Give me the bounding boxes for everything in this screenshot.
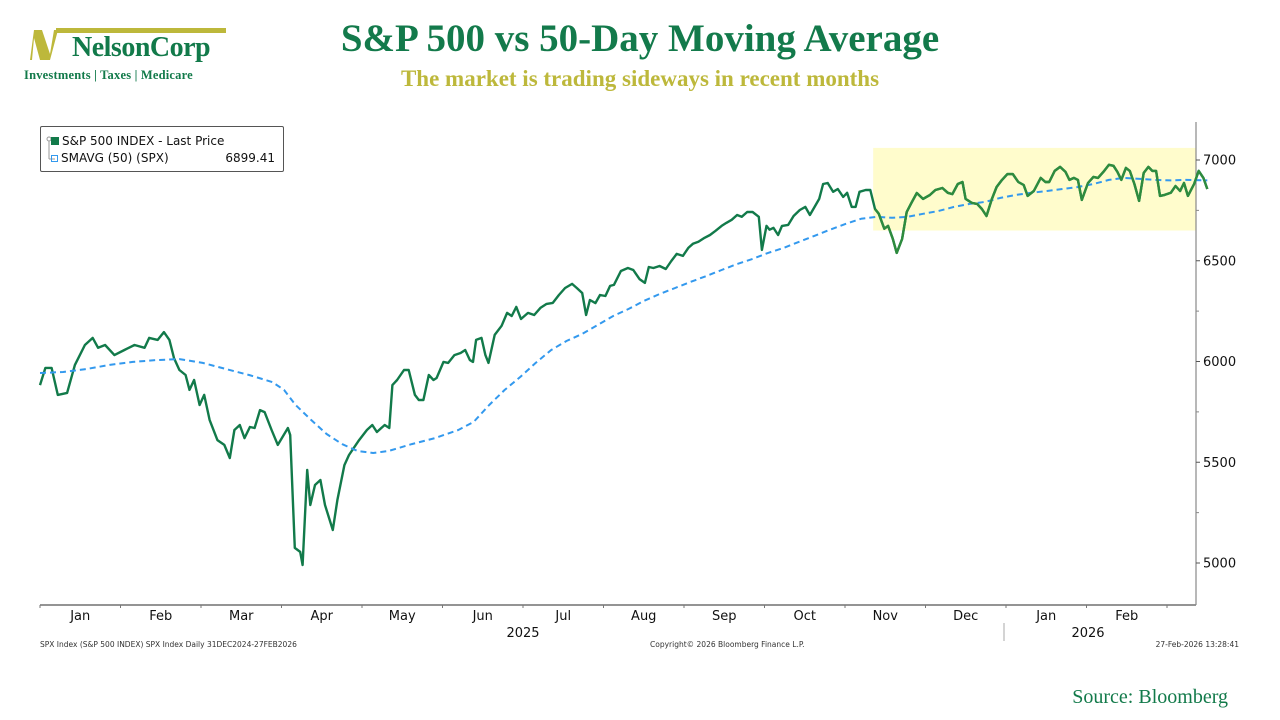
chart-legend: S&P 500 INDEX - Last Price SMAVG (50) (S… (40, 126, 284, 172)
x-tick-label: Jan (69, 609, 90, 624)
footer-timestamp: 27-Feb-2026 13:28:41 (1155, 640, 1239, 649)
footer-copyright: Copyright© 2026 Bloomberg Finance L.P. (650, 640, 805, 649)
x-tick-label: Jun (472, 609, 493, 624)
legend-item-spx: S&P 500 INDEX - Last Price (51, 134, 224, 148)
legend-swatch-smavg (51, 155, 58, 162)
x-tick-label: Aug (631, 609, 656, 624)
x-tick-label: Feb (149, 609, 172, 624)
y-tick-label: 7000 (1203, 154, 1236, 169)
x-tick-label: Oct (794, 609, 816, 624)
x-tick-label: Feb (1115, 609, 1138, 624)
x-tick-label: Dec (953, 609, 978, 624)
x-year-label: 2025 (506, 626, 539, 641)
logo-mark-icon (20, 28, 226, 60)
y-tick-label: 5000 (1203, 557, 1236, 572)
series-line-smavg (39, 176, 1208, 454)
chart-title: S&P 500 vs 50-Day Moving Average (340, 17, 940, 60)
series-layer (38, 163, 1209, 567)
legend-item-smavg: SMAVG (50) (SPX) (51, 151, 169, 165)
x-tick-label: Apr (311, 609, 334, 624)
x-tick-label: Sep (712, 609, 737, 624)
y-tick-label: 6500 (1203, 254, 1236, 269)
x-tick-label: May (389, 609, 416, 624)
nelsoncorp-logo: NelsonCorp Investments | Taxes | Medicar… (20, 26, 230, 84)
chart-title-wrap: S&P 500 vs 50-Day Moving Average (300, 16, 980, 61)
logo-tagline: Investments | Taxes | Medicare (24, 68, 193, 82)
y-tick-label: 6000 (1203, 355, 1236, 370)
source-label: Source: Bloomberg (1072, 686, 1228, 708)
x-tick-label: Nov (873, 609, 899, 624)
x-tick-label: Jan (1035, 609, 1056, 624)
series-line-spx-highlighted (874, 163, 1209, 255)
logo-name: NelsonCorp (72, 32, 211, 63)
x-tick-label: Jul (554, 609, 571, 624)
legend-swatch-spx (51, 137, 59, 145)
x-year-label: 2026 (1071, 626, 1104, 641)
footer-series-info: SPX Index (S&P 500 INDEX) SPX Index Dail… (40, 640, 297, 649)
y-tick-label: 5500 (1203, 456, 1236, 471)
legend-label-spx: S&P 500 INDEX - Last Price (62, 134, 225, 148)
legend-label-smavg: SMAVG (50) (SPX) (61, 151, 169, 165)
chart-subtitle: The market is trading sideways in recent… (400, 66, 880, 91)
legend-value-smavg: 6899.41 (225, 151, 275, 165)
axes-layer: 5000 5500 6000 6500 7000 Jan Feb Mar Apr May Jun Ju… (39, 122, 1236, 641)
x-tick-label: Mar (229, 609, 254, 624)
